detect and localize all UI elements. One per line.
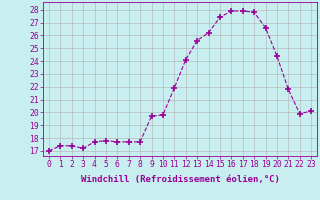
X-axis label: Windchill (Refroidissement éolien,°C): Windchill (Refroidissement éolien,°C) (81, 175, 279, 184)
